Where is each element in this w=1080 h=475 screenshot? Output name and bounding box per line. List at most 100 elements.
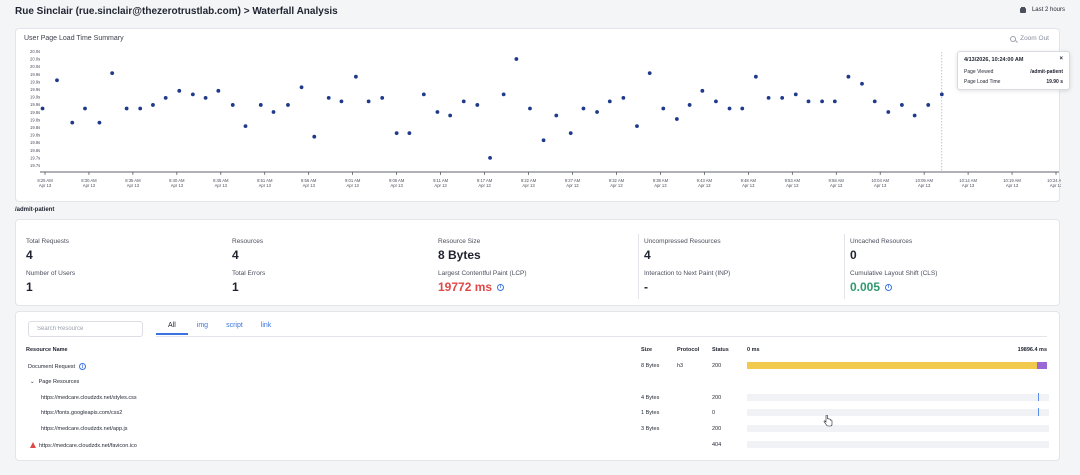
data-point[interactable] — [475, 103, 480, 107]
data-point[interactable] — [312, 134, 317, 139]
data-point[interactable] — [353, 74, 358, 79]
data-point[interactable] — [647, 71, 652, 76]
data-point[interactable] — [326, 95, 331, 100]
data-point[interactable] — [872, 99, 877, 104]
data-point[interactable] — [55, 78, 59, 83]
chevron-down-icon[interactable]: ⌄ — [30, 379, 35, 385]
table-row[interactable]: https://medcare.cloudzdx.net/app.js 3 By… — [16, 423, 1059, 437]
data-point[interactable] — [243, 124, 248, 129]
waterfall-marker[interactable] — [1038, 393, 1039, 401]
data-point[interactable] — [501, 92, 506, 97]
data-point[interactable] — [421, 92, 426, 97]
tab-link[interactable]: link — [260, 322, 272, 329]
scatter-chart[interactable]: 20.0s 20.0s 20.0s 19.9s 19.9s 19.9s 19.9s 19.9s… — [16, 29, 1061, 203]
waterfall-marker[interactable] — [1038, 408, 1039, 416]
data-point[interactable] — [806, 99, 811, 104]
close-icon[interactable]: × — [1059, 56, 1063, 62]
data-point[interactable] — [40, 106, 45, 111]
column-header-name[interactable]: Resource Name — [26, 347, 68, 353]
data-point[interactable] — [299, 85, 304, 90]
tab-img[interactable]: img — [196, 322, 209, 329]
data-point[interactable] — [488, 155, 492, 160]
x-tick-label: 8:35 AM — [125, 178, 141, 183]
data-point[interactable] — [832, 99, 837, 104]
data-point[interactable] — [83, 106, 87, 111]
data-point[interactable] — [70, 120, 75, 125]
data-point[interactable] — [448, 113, 453, 118]
data-point[interactable] — [780, 95, 785, 100]
table-row[interactable]: https://medcare.cloudzdx.net/styles.css … — [16, 392, 1059, 406]
data-point[interactable] — [860, 81, 864, 86]
data-point[interactable] — [366, 99, 371, 104]
group-name: Page Resources — [38, 379, 80, 385]
data-point[interactable] — [216, 88, 221, 93]
data-point[interactable] — [912, 113, 917, 118]
data-point[interactable] — [635, 124, 639, 129]
data-point[interactable] — [97, 120, 102, 125]
data-point[interactable] — [900, 103, 904, 107]
data-point[interactable] — [687, 103, 692, 107]
table-row[interactable]: Document Request i 8 Bytes h3 200 — [16, 360, 1059, 374]
data-point[interactable] — [607, 99, 612, 104]
data-point[interactable] — [435, 110, 440, 114]
data-point[interactable] — [554, 113, 559, 118]
data-point[interactable] — [203, 95, 208, 100]
data-point[interactable] — [820, 99, 824, 104]
tooltip-date: 4/13/2026, 10:24:00 AM — [964, 57, 1024, 63]
data-point[interactable] — [727, 106, 732, 111]
data-point[interactable] — [380, 95, 385, 100]
data-point[interactable] — [568, 131, 573, 136]
data-point[interactable] — [271, 110, 276, 114]
data-point[interactable] — [661, 106, 666, 111]
column-header-protocol[interactable]: Protocol — [677, 347, 700, 353]
data-point[interactable] — [793, 92, 798, 97]
data-point[interactable] — [714, 99, 718, 104]
data-point[interactable] — [258, 103, 263, 107]
data-point[interactable] — [514, 57, 519, 61]
data-point[interactable] — [138, 106, 143, 111]
data-point[interactable] — [394, 131, 399, 136]
time-range-picker[interactable]: Last 2 hours — [1019, 7, 1065, 13]
data-point[interactable] — [461, 99, 466, 104]
data-point[interactable] — [407, 131, 412, 136]
data-point[interactable] — [110, 71, 115, 76]
tab-script[interactable]: script — [226, 322, 243, 329]
data-point[interactable] — [740, 106, 745, 111]
data-point[interactable] — [339, 99, 344, 104]
column-header-size[interactable]: Size — [641, 347, 653, 353]
info-icon[interactable]: i — [885, 283, 893, 291]
data-point[interactable] — [700, 88, 705, 93]
data-point[interactable] — [190, 92, 195, 97]
data-point[interactable] — [581, 106, 586, 111]
data-point[interactable] — [939, 92, 944, 97]
search-resource-input[interactable] — [28, 321, 143, 337]
column-header-status[interactable]: Status — [712, 347, 729, 353]
data-point[interactable] — [674, 117, 679, 121]
zoom-out-button[interactable]: Zoom Out — [1010, 35, 1049, 42]
data-point[interactable] — [595, 110, 599, 114]
tab-all[interactable]: All — [156, 322, 188, 335]
data-point[interactable] — [124, 106, 129, 111]
data-point[interactable] — [528, 106, 532, 111]
waterfall-bar[interactable] — [747, 362, 1037, 369]
data-point[interactable] — [766, 95, 771, 100]
table-row[interactable]: https://fonts.googleapis.com/css2 1 Byte… — [16, 407, 1059, 421]
data-point[interactable] — [163, 95, 168, 100]
data-point[interactable] — [286, 103, 290, 107]
group-row[interactable]: ⌄ Page Resources — [16, 376, 1059, 390]
data-point[interactable] — [541, 138, 546, 143]
data-point[interactable] — [230, 103, 235, 107]
data-point[interactable] — [886, 110, 891, 114]
data-point[interactable] — [846, 74, 851, 79]
data-point[interactable] — [621, 95, 626, 100]
table-row[interactable]: https://medcare.cloudzdx.net/favicon.ico… — [16, 439, 1059, 453]
data-point[interactable] — [177, 88, 182, 93]
info-icon[interactable]: i — [79, 363, 87, 370]
x-tick-label: 9:58 AM — [829, 178, 845, 183]
data-point[interactable] — [753, 74, 758, 79]
data-point[interactable] — [926, 103, 931, 107]
data-point[interactable] — [151, 103, 155, 107]
stat-value: 19772 ms — [438, 280, 493, 294]
info-icon[interactable]: i — [497, 283, 505, 291]
x-tick-label: 8:30 AM — [81, 178, 97, 183]
